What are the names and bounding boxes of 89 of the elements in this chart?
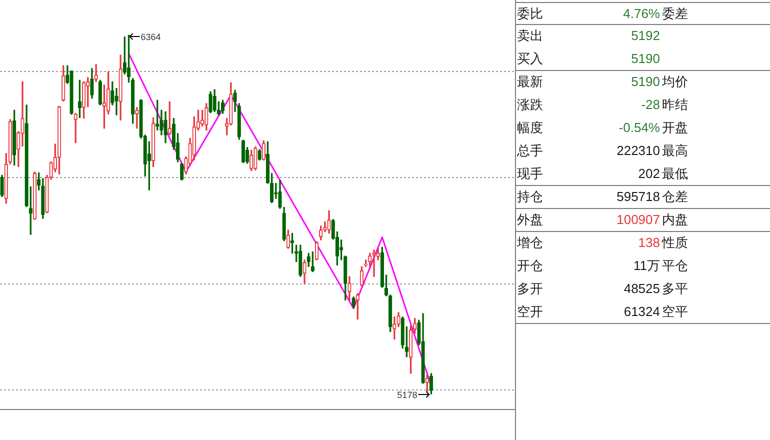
text: -0.54% [618,120,660,135]
candlestick [135,107,139,129]
candlestick [102,84,106,129]
text: 100907 [616,212,660,227]
category-label: 性质 [662,235,688,250]
candlestick [168,101,172,136]
candlestick [421,313,425,384]
candlestick [298,244,302,277]
annotation: 6364 [140,32,161,42]
category-label: 幅度 [517,120,543,135]
candlestick [258,149,262,160]
candlestick [180,163,184,180]
candlestick [286,230,290,249]
candlestick [360,266,364,286]
candlestick [352,296,356,309]
candlestick [380,246,384,288]
category-label: 买入 [517,51,543,66]
text: 222310 [616,143,660,158]
candlestick [254,146,258,170]
candlestick [114,88,118,116]
candlestick [327,210,331,234]
candlestick [28,186,32,235]
candlestick [32,172,37,220]
category-label: 外盘 [517,212,543,227]
candlestick [250,150,254,171]
text: -28 [641,97,660,112]
category-label: 多开 [517,281,543,296]
annotation: 5178 [397,390,418,400]
category-label: 平仓 [662,258,688,273]
candlestick [12,110,16,166]
candlestick [208,91,212,114]
candlestick [57,106,62,174]
category-label: 空平 [662,304,688,319]
candlestick [348,276,352,300]
candlestick [151,117,156,168]
category-label: 持仓 [517,189,543,204]
category-label: 多平 [662,281,688,296]
category-label: 均价 [662,74,688,89]
candlestick [262,140,266,160]
candlestick [94,64,98,82]
text: 5190 [631,74,660,89]
category-label: 委差 [662,6,688,21]
category-label: 增仓 [517,235,543,250]
candlestick [20,81,24,146]
candlestick [41,178,45,219]
category-label: 总手 [517,143,543,158]
candlestick [24,104,28,207]
text: 5190 [631,51,660,66]
category-label: 开盘 [662,120,688,135]
candlestick [90,68,94,99]
category-label: 涨跌 [517,97,543,112]
candlestick [0,174,4,198]
category-label: 开仓 [517,258,543,273]
candlestick [118,54,122,120]
candlestick [372,250,376,277]
candlestick [319,226,323,240]
text: 48525 [624,281,660,296]
category-label: 最新 [517,74,543,89]
candlestick [204,103,208,130]
candlestick [229,82,233,126]
text: 61324 [624,304,660,319]
text: 11万 [634,258,660,273]
category-label: 昨结 [662,97,688,112]
category-label: 空开 [517,304,543,319]
candlestick [164,111,168,144]
text: 138 [638,235,660,250]
text: 202 [638,166,660,181]
category-label: 现手 [517,166,543,181]
text: 4.76% [623,6,660,21]
candlestick [74,113,78,144]
candlestick [356,293,360,320]
category-label: 内盘 [662,212,688,227]
candlestick [98,80,102,106]
candlestick [400,316,404,349]
category-label: 最高 [662,143,688,158]
candlestick [131,78,135,124]
candlestick [62,65,66,102]
category-label: 最低 [662,166,688,181]
candlestick [392,316,396,340]
candlestick [339,240,344,260]
category-label: 委比 [517,6,543,21]
category-label: 仓差 [662,189,688,204]
category-label: 卖出 [517,28,543,43]
candlestick [302,260,306,284]
text: 5192 [631,28,660,43]
candlestick [156,100,160,130]
candlestick [310,251,315,272]
candlestick [220,100,225,114]
text: 595718 [616,189,660,204]
